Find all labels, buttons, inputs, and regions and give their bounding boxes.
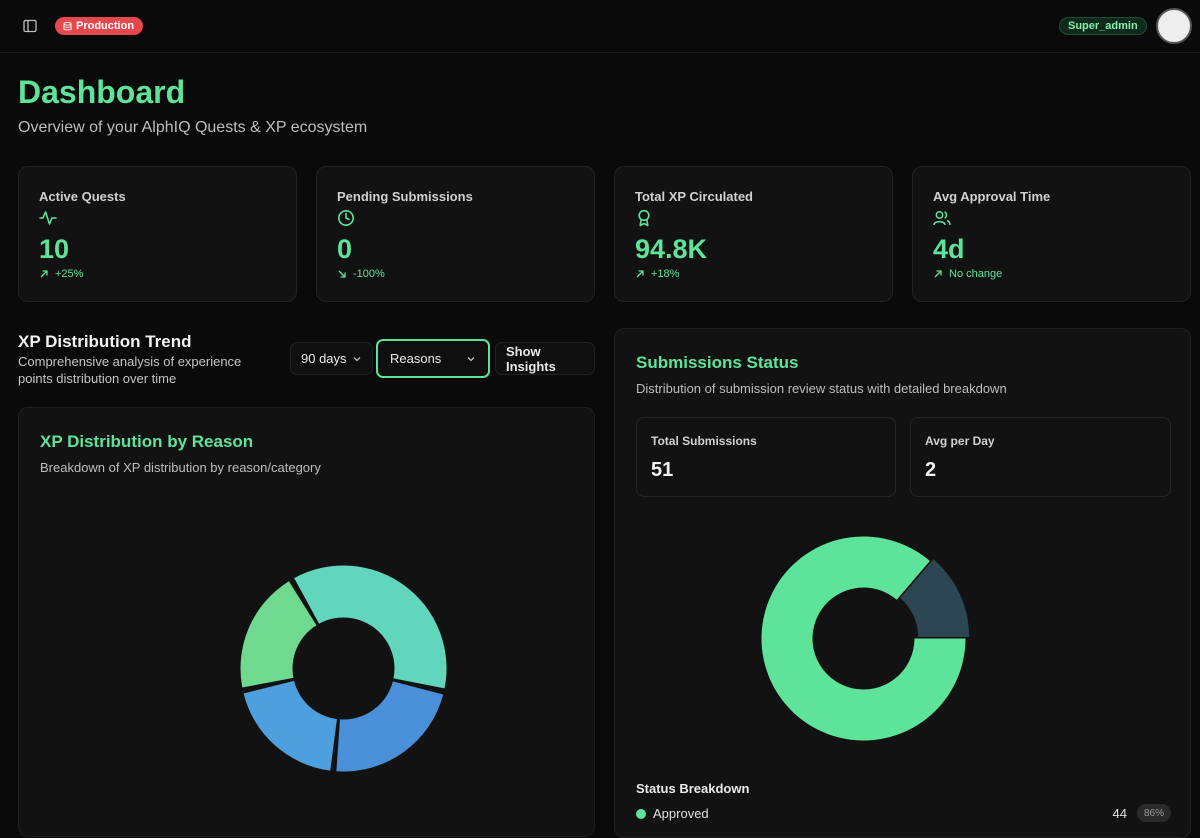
arrow-up-right-icon: [636, 270, 644, 278]
donut-slice-reason-4[interactable]: [240, 581, 317, 688]
status-percent-badge: 86%: [1136, 804, 1171, 822]
panel-description: Distribution of submission review status…: [636, 381, 1007, 396]
stat-delta: +18%: [635, 268, 679, 280]
stat-label: Pending Submissions: [337, 189, 473, 204]
status-label: Approved: [653, 806, 709, 821]
status-count: 44: [1112, 806, 1127, 821]
sidebar-toggle-icon[interactable]: [20, 16, 40, 36]
total-submissions-card: Total Submissions 51: [636, 417, 896, 497]
clock-icon: [338, 210, 354, 226]
arrow-up-right-icon: [934, 270, 942, 278]
status-breakdown-title: Status Breakdown: [636, 781, 750, 796]
stat-delta: +25%: [39, 268, 83, 280]
stat-delta-value: +18%: [651, 268, 680, 280]
mini-card-value: 2: [925, 459, 937, 481]
stat-card-pending-submissions: Pending Submissions 0 -100%: [316, 166, 595, 302]
donut-slice-reason-3[interactable]: [243, 680, 337, 771]
donut-slice-reason-2[interactable]: [336, 681, 444, 772]
arrow-up-right-icon: [40, 270, 48, 278]
mini-card-label: Avg per Day: [925, 434, 995, 448]
xp-by-reason-panel: XP Distribution by Reason Breakdown of X…: [18, 407, 595, 837]
avatar[interactable]: [1156, 8, 1192, 44]
mini-card-value: 51: [651, 459, 674, 481]
stat-value: 4d: [933, 234, 965, 264]
panel-title: Submissions Status: [636, 353, 799, 372]
section-description: Comprehensive analysis of experience poi…: [18, 354, 242, 386]
range-select-value: 90 days: [301, 351, 347, 366]
role-badge: Super_admin: [1059, 17, 1147, 35]
stat-value: 0: [337, 234, 353, 264]
arrow-down-right-icon: [338, 270, 346, 278]
award-icon: [638, 209, 650, 227]
panel-description: Breakdown of XP distribution by reason/c…: [40, 460, 321, 475]
database-icon: [63, 21, 72, 30]
stat-delta-value: No change: [949, 268, 1003, 280]
stat-delta-value: -100%: [353, 268, 385, 280]
stat-delta-value: +25%: [55, 268, 84, 280]
avg-per-day-card: Avg per Day 2: [910, 417, 1171, 497]
submissions-status-panel: Submissions Status Distribution of submi…: [614, 328, 1191, 838]
stat-label: Active Quests: [39, 189, 126, 204]
chevron-down-icon: [467, 356, 475, 361]
top-bar: Production Super_admin: [0, 0, 1200, 53]
environment-badge: Production: [55, 17, 144, 35]
stat-delta: -100%: [337, 268, 385, 280]
stat-card-avg-approval: Avg Approval Time 4d No change: [912, 166, 1191, 302]
range-select[interactable]: 90 days: [290, 342, 373, 375]
view-select-value: Reasons: [390, 351, 442, 366]
page-subtitle: Overview of your AlphIQ Quests & XP ecos…: [18, 119, 368, 136]
donut-slice-other[interactable]: [900, 559, 970, 637]
stat-label: Avg Approval Time: [933, 189, 1051, 204]
status-dot: [636, 809, 646, 819]
show-insights-button[interactable]: Show Insights: [495, 342, 595, 375]
section-title-xp-trend: XP Distribution Trend: [18, 332, 192, 351]
stat-card-active-quests: Active Quests 10 +25%: [18, 166, 297, 302]
users-icon: [933, 211, 951, 226]
stat-label: Total XP Circulated: [635, 189, 753, 204]
view-select[interactable]: Reasons: [376, 339, 490, 378]
stat-value: 94.8K: [635, 234, 708, 264]
mini-card-label: Total Submissions: [651, 434, 757, 448]
chevron-down-icon: [353, 356, 361, 361]
activity-icon: [39, 211, 57, 225]
panel-title: XP Distribution by Reason: [40, 432, 254, 451]
donut-slice-approved[interactable]: [761, 536, 966, 741]
stat-delta: No change: [933, 268, 1002, 280]
status-row-approved: Approved 44 86%: [636, 804, 1171, 822]
submissions-status-donut-chart: [761, 536, 970, 741]
stat-card-total-xp: Total XP Circulated 94.8K +18%: [614, 166, 893, 302]
donut-slice-reason-1[interactable]: [294, 565, 447, 689]
page-title: Dashboard: [18, 74, 186, 110]
stat-value: 10: [39, 234, 70, 264]
environment-label: Production: [76, 20, 135, 32]
xp-reason-donut-chart: [240, 565, 447, 772]
